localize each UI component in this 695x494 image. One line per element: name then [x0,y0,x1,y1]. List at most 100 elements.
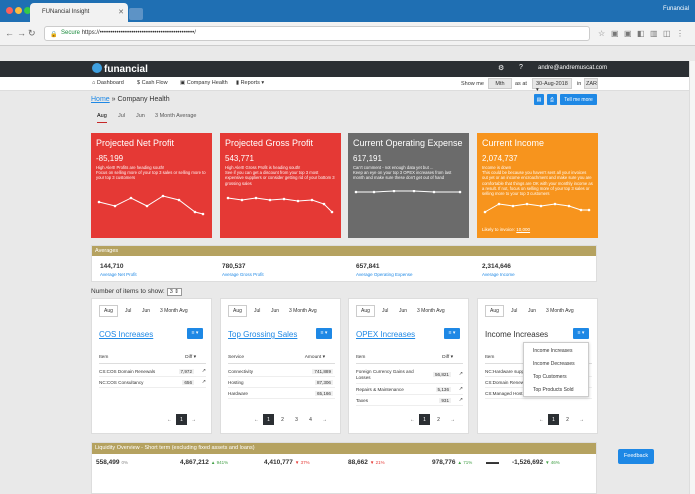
extension-icon[interactable]: ▣ [611,29,619,38]
panel-tab-aug[interactable]: Aug [356,305,375,317]
print-button[interactable]: ▤ [534,94,544,105]
settings-gear-icon[interactable]: ⚙ [498,65,505,72]
panel-title[interactable]: OPEX Increases [356,330,416,339]
menu-company-health[interactable]: ▣ Company Health [180,80,228,86]
extension-icon[interactable]: ◧ [637,29,645,38]
menu-reports[interactable]: ▮ Reports ▾ [236,80,265,86]
browser-tab-bar: FUNancial Insight ✕ Funancial [0,0,695,22]
extension-icon[interactable]: ▣ [624,29,632,38]
panel-tab-3-month-avg[interactable]: 3 Month Avg [546,308,574,314]
browser-tab[interactable]: FUNancial Insight ✕ [30,3,128,22]
next-page[interactable]: → [322,417,327,423]
user-email[interactable]: andre@andremuscat.com [538,65,608,71]
panel-tab-jul[interactable]: Jul [382,308,389,314]
dropdown-item-income-increases[interactable]: Income Increases [533,348,573,354]
reload-icon[interactable]: ↻ [28,28,36,38]
panel-title[interactable]: Top Grossing Sales [228,330,298,339]
avg-net-profit: 144,710 Average Net Profit [100,263,137,277]
page-scrollbar[interactable] [689,61,695,494]
kpi-description: See if you can get a discount from your … [225,170,335,186]
prev-page[interactable]: ← [410,417,415,423]
minimize-window-icon[interactable] [15,7,22,14]
panel-top-grossing-sales: Aug Jul Jun 3 Month Avg Top Grossing Sales … [220,298,341,434]
show-me-label: Show me [461,81,484,87]
dropdown-item-top-products-sold[interactable]: Top Products Sold [533,387,574,393]
next-page[interactable]: → [579,417,584,423]
next-page[interactable]: → [191,417,196,423]
close-tab-icon[interactable]: ✕ [118,9,124,16]
menu-cash-flow[interactable]: $ Cash Flow [137,80,168,86]
panel-tab-aug[interactable]: Aug [485,305,504,317]
app-header: funancial ⚙ ? andre@andremuscat.com [0,61,689,77]
close-window-icon[interactable] [6,7,13,14]
panel-tab-jun[interactable]: Jun [271,308,280,314]
page-1[interactable]: 1 [176,414,187,425]
export-button[interactable]: ⎙ [547,94,557,105]
items-to-show-select[interactable]: 3 ⇕ [166,288,182,296]
liquidity-item: ▬▬ [486,459,499,466]
forward-icon[interactable]: → [17,28,26,38]
panel-tab-jul[interactable]: Jul [254,308,261,314]
likely-to-invoice[interactable]: Likely to invoice: 10,000 [482,227,531,232]
avg-income: 2,314,646 Average Income [482,263,515,277]
feedback-button[interactable]: Feedback [618,449,654,464]
kpi-description: This could be because you haven't sent a… [482,170,593,197]
page-3[interactable]: 3 [295,417,298,423]
kpi-headline: Income is down [482,165,512,170]
panel-tab-jun[interactable]: Jun [142,308,151,314]
kpi-value: 617,191 [353,154,382,163]
maximize-window-icon[interactable] [24,7,31,14]
panel-menu-button[interactable]: ≡ ▾ [316,328,332,339]
extension-icon[interactable]: ◫ [663,29,671,38]
prev-page[interactable]: ← [254,417,259,423]
panel-menu-button[interactable]: ≡ ▾ [573,328,589,339]
next-page[interactable]: → [450,417,455,423]
extension-icon[interactable]: ▥ [650,29,658,38]
panel-tab-jun[interactable]: Jun [528,308,537,314]
bookmark-star-icon[interactable]: ☆ [598,29,606,38]
panel-tab-3-month-avg[interactable]: 3 Month Avg [160,308,188,314]
panel-tab-jul[interactable]: Jul [511,308,518,314]
page-1[interactable]: 1 [548,414,559,425]
table-row: Connectivity 741,889 [228,367,335,377]
prev-page[interactable]: ← [539,417,544,423]
panel-tab-aug[interactable]: Aug [99,305,118,317]
date-picker[interactable]: 30-Aug-2018 ▾ [532,78,572,93]
as-at-label: as at [515,81,527,87]
tab-aug[interactable]: Aug [97,113,107,123]
tab-jun[interactable]: Jun [136,113,145,119]
help-icon[interactable]: ? [519,64,523,71]
tab-jul[interactable]: Jul [118,113,126,119]
page-2[interactable]: 2 [437,417,440,423]
table-row: CS:COS Domain Renewals 7,972 ↗ [99,367,206,377]
app-logo[interactable]: funancial [92,63,148,75]
new-tab-button[interactable] [129,8,143,20]
panel-tab-jun[interactable]: Jun [399,308,408,314]
page-1[interactable]: 1 [419,414,430,425]
breadcrumb-home[interactable]: Home [91,96,110,103]
panel-menu-button[interactable]: ≡ ▾ [444,328,460,339]
tab-3-month-average[interactable]: 3 Month Average [155,113,197,119]
dropdown-item-income-decreases[interactable]: Income Decreases [533,361,575,367]
panel-tab-3-month-avg[interactable]: 3 Month Avg [289,308,317,314]
page-1[interactable]: 1 [263,414,274,425]
liquidity-item: 978,776 ▲ 71% [432,459,473,466]
page-2[interactable]: 2 [281,417,284,423]
url-input[interactable]: 🔒 Secure https://•••••••••••••••••••••••… [44,26,590,41]
period-select[interactable]: Mth [488,78,512,89]
tell-me-more-button[interactable]: Tell me more [560,94,597,105]
panel-tab-3-month-avg[interactable]: 3 Month Avg [417,308,445,314]
page-4[interactable]: 4 [309,417,312,423]
panel-tab-aug[interactable]: Aug [228,305,247,317]
back-icon[interactable]: ← [5,28,14,38]
menu-dashboard[interactable]: ⌂ Dashboard [92,80,124,86]
browser-profile[interactable]: Funancial [662,6,689,12]
panel-title[interactable]: COS Increases [99,330,154,339]
panel-menu-button[interactable]: ≡ ▾ [187,328,203,339]
currency-select[interactable]: ZAR [584,78,598,89]
panel-tab-jul[interactable]: Jul [125,308,132,314]
prev-page[interactable]: ← [167,417,172,423]
page-2[interactable]: 2 [566,417,569,423]
dropdown-item-top-customers[interactable]: Top Customers [533,374,567,380]
more-menu-icon[interactable]: ⋮ [676,29,684,38]
